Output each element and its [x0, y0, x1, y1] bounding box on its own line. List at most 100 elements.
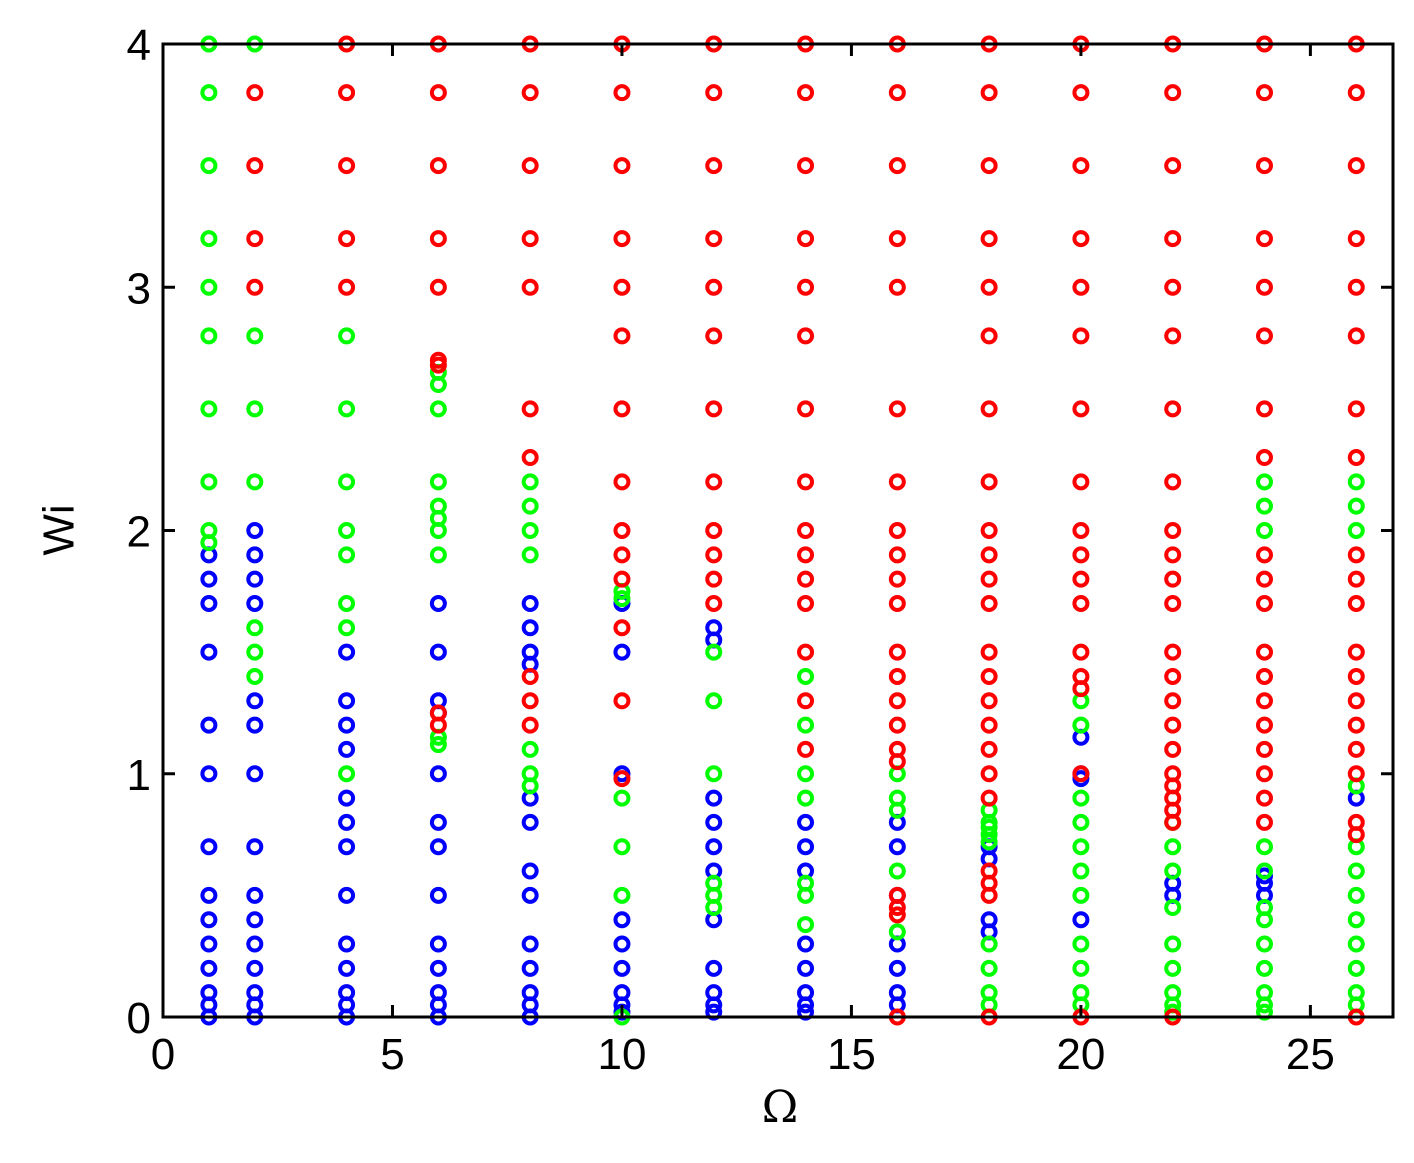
data-point: [1072, 959, 1090, 977]
data-point: [797, 886, 815, 904]
data-point: [1255, 692, 1273, 710]
data-point: [797, 473, 815, 491]
data-point: [1255, 278, 1273, 296]
data-point: [797, 643, 815, 661]
data-point: [200, 570, 218, 588]
data-point: [980, 473, 998, 491]
data-point: [797, 789, 815, 807]
data-point: [246, 886, 264, 904]
data-point: [1255, 522, 1273, 539]
data-point: [200, 473, 218, 491]
x-tick-label: 10: [597, 1030, 646, 1079]
data-point: [797, 765, 815, 783]
data-point: [246, 473, 264, 491]
data-point: [246, 278, 264, 296]
data-point: [1072, 838, 1090, 856]
data-point: [429, 230, 447, 248]
data-point: [613, 643, 631, 661]
data-point: [888, 899, 906, 917]
data-point: [521, 497, 539, 515]
data-point: [1164, 862, 1182, 880]
data-point: [246, 716, 264, 734]
data-point: [521, 886, 539, 904]
data-point: [1072, 327, 1090, 345]
data-point: [521, 230, 539, 248]
data-point: [200, 400, 218, 418]
data-point: [200, 886, 218, 904]
data-point: [246, 765, 264, 783]
data-point: [613, 590, 631, 608]
data-point: [705, 899, 723, 917]
data-point: [338, 935, 356, 953]
data-point: [613, 911, 631, 929]
data-point: [200, 534, 218, 552]
data-point: [980, 570, 998, 588]
data-point: [429, 765, 447, 783]
data-point: [246, 84, 264, 102]
data-point: [1255, 765, 1273, 783]
data-point: [1164, 230, 1182, 248]
data-point: [705, 522, 723, 539]
data-point: [338, 619, 356, 637]
data-point: [338, 643, 356, 661]
data-point: [1347, 594, 1365, 612]
data-point: [1164, 838, 1182, 856]
data-point: [797, 522, 815, 539]
data-point: [888, 546, 906, 564]
data-point: [429, 376, 447, 394]
data-point: [521, 157, 539, 175]
data-point: [246, 546, 264, 564]
data-point: [980, 826, 998, 844]
data-point: [705, 278, 723, 296]
data-point: [613, 886, 631, 904]
y-axis-label: Wi: [35, 504, 84, 555]
data-point: [521, 473, 539, 491]
data-point: [429, 157, 447, 175]
data-point: [888, 570, 906, 588]
data-point: [1255, 716, 1273, 734]
data-point: [1255, 473, 1273, 491]
data-point: [705, 765, 723, 783]
data-point: [1255, 449, 1273, 467]
data-point: [980, 789, 998, 807]
data-point: [1347, 449, 1365, 467]
data-point: [1347, 570, 1365, 588]
data-point: [980, 740, 998, 758]
data-point: [1255, 546, 1273, 564]
data-point: [888, 923, 906, 941]
data-point: [200, 157, 218, 175]
data-point: [613, 570, 631, 588]
data-point: [613, 838, 631, 856]
data-point: [888, 278, 906, 296]
data-point: [1347, 473, 1365, 491]
data-point: [1164, 570, 1182, 588]
data-point: [1072, 789, 1090, 807]
data-point: [338, 740, 356, 758]
data-point: [1164, 692, 1182, 710]
data-point: [1164, 716, 1182, 734]
data-point: [980, 833, 998, 851]
data-point: [797, 916, 815, 934]
data-point: [1255, 740, 1273, 758]
data-point: [200, 594, 218, 612]
data-point: [797, 230, 815, 248]
data-point: [1347, 278, 1365, 296]
data-point: [1255, 594, 1273, 612]
data-point: [246, 935, 264, 953]
data-point: [1164, 157, 1182, 175]
data-point: [521, 716, 539, 734]
data-point: [338, 230, 356, 248]
data-point: [613, 230, 631, 248]
data-point: [888, 716, 906, 734]
data-point: [338, 327, 356, 345]
data-point: [1347, 826, 1365, 844]
data-point: [1164, 899, 1182, 917]
data-point: [797, 935, 815, 953]
data-point: [888, 906, 906, 924]
data-point: [888, 692, 906, 710]
data-point: [521, 740, 539, 758]
data-point: [980, 692, 998, 710]
data-point: [1072, 765, 1090, 783]
data-point: [1164, 84, 1182, 102]
data-point: [797, 813, 815, 831]
